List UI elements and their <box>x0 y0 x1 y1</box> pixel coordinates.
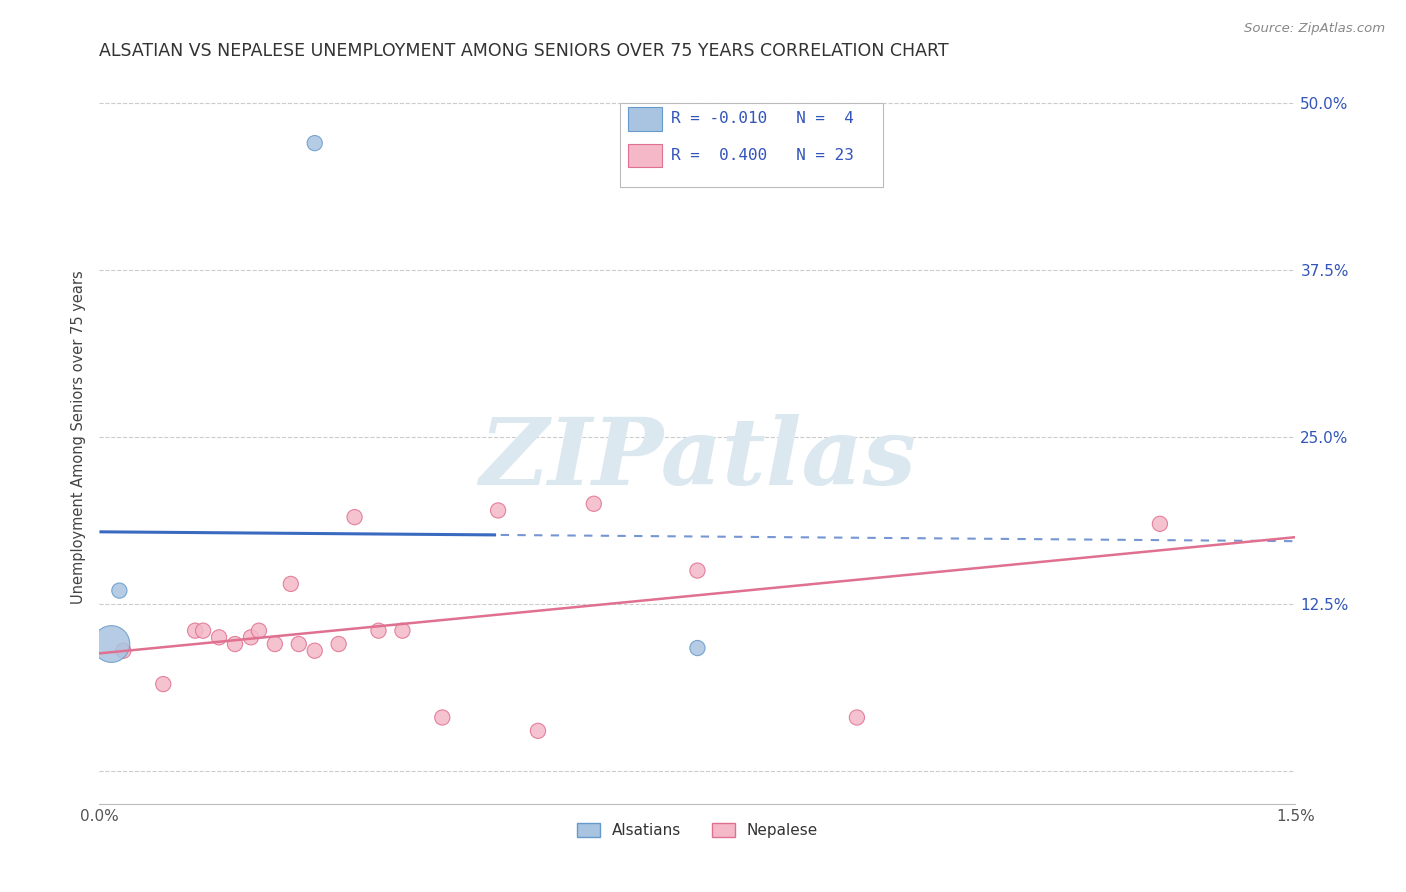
Point <box>224 637 246 651</box>
Legend: Alsatians, Nepalese: Alsatians, Nepalese <box>571 817 824 845</box>
Bar <box>628 107 662 130</box>
FancyBboxPatch shape <box>620 103 883 187</box>
Point <box>686 564 709 578</box>
Point <box>582 497 605 511</box>
Point <box>486 503 509 517</box>
Point <box>432 710 454 724</box>
Point <box>184 624 207 638</box>
Point <box>328 637 350 651</box>
Point <box>686 640 709 655</box>
Point <box>845 710 868 724</box>
Point <box>263 637 285 651</box>
Point <box>527 723 550 738</box>
Point <box>367 624 389 638</box>
Point <box>112 643 135 657</box>
Point <box>280 577 302 591</box>
Point <box>152 677 174 691</box>
Text: R = -0.010   N =  4: R = -0.010 N = 4 <box>671 112 853 127</box>
Point <box>100 637 122 651</box>
Text: Source: ZipAtlas.com: Source: ZipAtlas.com <box>1244 22 1385 36</box>
Point <box>391 624 413 638</box>
Point <box>304 643 326 657</box>
Point <box>287 637 309 651</box>
Point <box>304 136 326 150</box>
Y-axis label: Unemployment Among Seniors over 75 years: Unemployment Among Seniors over 75 years <box>72 270 86 604</box>
Text: ZIPatlas: ZIPatlas <box>479 414 915 504</box>
Bar <box>628 144 662 168</box>
Point <box>239 631 262 645</box>
Point <box>191 624 214 638</box>
Point <box>208 631 231 645</box>
Point <box>247 624 270 638</box>
Point <box>1149 516 1171 531</box>
Point <box>343 510 366 524</box>
Text: ALSATIAN VS NEPALESE UNEMPLOYMENT AMONG SENIORS OVER 75 YEARS CORRELATION CHART: ALSATIAN VS NEPALESE UNEMPLOYMENT AMONG … <box>100 42 949 60</box>
Point <box>108 583 131 598</box>
Text: R =  0.400   N = 23: R = 0.400 N = 23 <box>671 148 853 163</box>
